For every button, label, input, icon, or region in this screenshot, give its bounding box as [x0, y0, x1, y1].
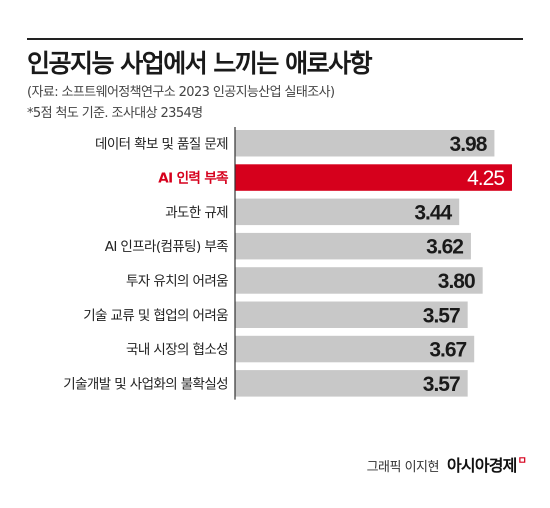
publisher-logo: 아시아경제ㅁ — [446, 452, 527, 476]
value-label: 3.44 — [414, 201, 452, 224]
bar — [235, 164, 512, 191]
credit-line: 그래픽 이지현 아시아경제ㅁ — [366, 452, 527, 476]
graphic-byline: 그래픽 이지현 — [366, 460, 440, 475]
category-label: AI 인프라(컴퓨팅) 부족 — [105, 239, 228, 255]
logo-mark-icon: ㅁ — [517, 456, 527, 467]
top-rule — [27, 38, 523, 40]
value-label: 4.25 — [467, 167, 504, 190]
publisher-logo-text: 아시아경제 — [446, 456, 517, 475]
category-label: 국내 시장의 협소성 — [126, 342, 228, 358]
bar — [235, 267, 483, 294]
value-label: 3.80 — [438, 270, 475, 293]
category-label: 투자 유치의 어려움 — [126, 273, 228, 289]
bar — [235, 232, 471, 260]
value-label: 3.57 — [423, 304, 460, 327]
category-label: 기술 교류 및 협업의 어려움 — [83, 308, 228, 324]
bar — [235, 198, 460, 226]
bar — [235, 370, 468, 397]
category-label: 과도한 규제 — [165, 205, 228, 221]
category-label: 데이터 확보 및 품질 문제 — [95, 136, 228, 152]
scale-note: *5점 척도 기준. 조사대상 2354명 — [27, 106, 203, 121]
category-label: 기술개발 및 사업화의 불확실성 — [63, 376, 228, 392]
value-label: 3.57 — [423, 373, 460, 396]
value-label: 3.67 — [429, 339, 466, 362]
bar — [235, 335, 475, 363]
source-note: (자료: 소프트웨어정책연구소 2023 인공지능산업 실태조사) — [27, 85, 335, 100]
value-label: 3.98 — [450, 133, 488, 156]
chart-title: 인공지능 사업에서 느끼는 애로사항 — [27, 49, 373, 78]
bar — [235, 301, 468, 328]
bar — [235, 130, 495, 157]
value-label: 3.62 — [426, 236, 463, 259]
category-label: AI 인력 부족 — [158, 170, 229, 187]
